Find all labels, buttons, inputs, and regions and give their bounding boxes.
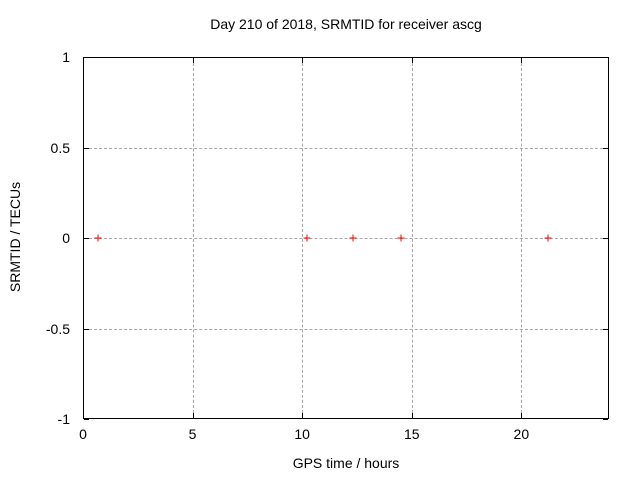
data-point-marker [397, 234, 405, 242]
marker-vertical-bar [306, 234, 308, 242]
tick-mark-top [302, 58, 304, 63]
marker-vertical-bar [400, 234, 402, 242]
tick-mark-left [84, 57, 89, 58]
marker-vertical-bar [352, 234, 354, 242]
tick-mark-left [84, 419, 89, 420]
chart-title: Day 210 of 2018, SRMTID for receiver asc… [210, 16, 482, 32]
tick-mark-left [84, 147, 89, 149]
tick-mark-bottom [192, 413, 194, 418]
data-point-marker [94, 234, 102, 242]
tick-mark-right [603, 328, 608, 330]
data-point-marker [303, 234, 311, 242]
y-tick-label: 0.5 [50, 139, 70, 156]
tick-mark-bottom [521, 413, 523, 418]
data-point-marker [544, 234, 552, 242]
tick-mark-bottom [83, 413, 84, 418]
data-point-marker [349, 234, 357, 242]
marker-vertical-bar [547, 234, 549, 242]
tick-mark-top [521, 58, 523, 63]
gridline-horizontal [84, 328, 608, 330]
tick-mark-right [603, 238, 608, 239]
y-tick-label: -1 [57, 411, 70, 427]
x-tick-label: 10 [294, 426, 310, 442]
y-tick-label: 0 [62, 230, 70, 246]
tick-mark-right [603, 419, 608, 420]
x-tick-label: 0 [79, 426, 87, 442]
tick-mark-left [84, 328, 89, 330]
tick-mark-right [603, 57, 608, 58]
tick-mark-right [603, 147, 608, 149]
x-axis-label: GPS time / hours [292, 455, 400, 471]
x-tick-label: 20 [513, 426, 530, 442]
x-tick-label: 15 [403, 426, 420, 442]
tick-mark-top [192, 58, 194, 63]
x-tick-label: 5 [188, 426, 197, 442]
tick-mark-top [411, 58, 413, 63]
gridline-horizontal [84, 238, 608, 239]
tick-mark-bottom [302, 413, 304, 418]
tick-mark-bottom [411, 413, 413, 418]
tick-mark-left [84, 238, 89, 239]
y-tick-label: 1 [62, 49, 70, 65]
gridline-horizontal [84, 147, 608, 149]
marker-vertical-bar [97, 234, 99, 242]
y-tick-label: -0.5 [45, 320, 70, 337]
tick-mark-top [83, 58, 84, 63]
